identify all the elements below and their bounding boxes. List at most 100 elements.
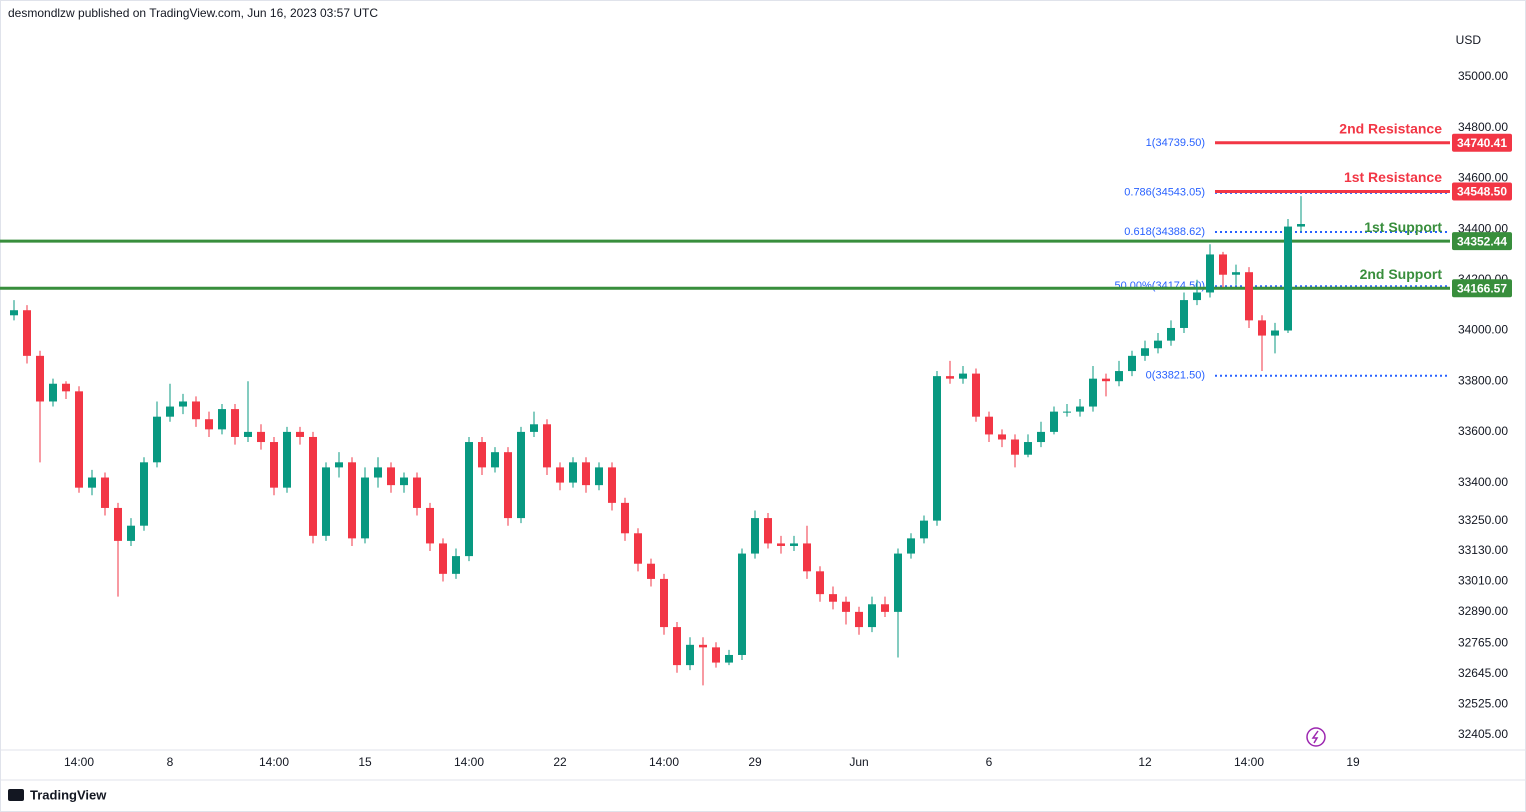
candle-body <box>283 431 291 488</box>
x-tick-label: 15 <box>358 755 372 769</box>
candle-body <box>1245 272 1253 321</box>
y-tick-label: 33400.00 <box>1458 475 1508 489</box>
candle-body <box>582 462 590 486</box>
candle-body <box>452 556 460 574</box>
x-tick-label: 22 <box>553 755 567 769</box>
candle-body <box>985 416 993 435</box>
candle-body <box>1050 411 1058 432</box>
candle-body <box>517 431 525 519</box>
candle-body <box>920 520 928 539</box>
candle-body <box>946 376 954 379</box>
candle-body <box>114 507 122 541</box>
y-tick-label: 34800.00 <box>1458 120 1508 134</box>
candle-body <box>75 391 83 488</box>
candle-body <box>179 401 187 407</box>
fib-label: 0.618(34388.62) <box>1124 226 1205 238</box>
candle-body <box>894 553 902 612</box>
y-tick-label: 35000.00 <box>1458 69 1508 83</box>
candle-body <box>387 467 395 486</box>
candle-body <box>998 434 1006 440</box>
candle-body <box>569 462 577 483</box>
y-tick-label: 32405.00 <box>1458 727 1508 741</box>
candle-body <box>673 627 681 666</box>
candle-body <box>504 452 512 519</box>
candle-body <box>426 507 434 544</box>
logo <box>8 789 24 801</box>
candle-body <box>1141 348 1149 356</box>
candle-body <box>1167 327 1175 341</box>
candle-body <box>166 406 174 417</box>
candle-body <box>361 477 369 539</box>
candle-body <box>1063 411 1071 413</box>
level-name: 1st Resistance <box>1344 169 1442 185</box>
candle-body <box>244 431 252 437</box>
x-tick-label: 29 <box>748 755 762 769</box>
candle-body <box>1076 406 1084 412</box>
candle-body <box>62 383 70 392</box>
candle-body <box>556 467 564 483</box>
candle-body <box>88 477 96 488</box>
candle-body <box>1284 226 1292 331</box>
y-tick-label: 32645.00 <box>1458 666 1508 680</box>
candle-body <box>751 518 759 554</box>
candle-body <box>959 373 967 379</box>
y-tick-label: 33600.00 <box>1458 424 1508 438</box>
candle-body <box>816 571 824 595</box>
candle-body <box>907 538 915 554</box>
y-tick-label: 33800.00 <box>1458 373 1508 387</box>
price-tag <box>1452 133 1512 152</box>
candle-body <box>712 647 720 663</box>
lightning-icon <box>1306 727 1326 747</box>
fib-label: 50.00%(34174.50) <box>1114 280 1205 292</box>
candle-body <box>1115 371 1123 382</box>
candle-body <box>335 462 343 468</box>
candle-body <box>1193 292 1201 301</box>
candle-body <box>1154 340 1162 349</box>
x-tick-label: 6 <box>986 755 993 769</box>
candle-body <box>1297 224 1305 227</box>
y-tick-label: 34400.00 <box>1458 221 1508 235</box>
candle-body <box>803 543 811 572</box>
candle-body <box>1180 300 1188 328</box>
candle-body <box>257 431 265 443</box>
level-name: 2nd Support <box>1360 266 1443 282</box>
candle-body <box>777 543 785 546</box>
candle-body <box>439 543 447 574</box>
candle-body <box>1206 254 1214 293</box>
y-tick-label: 32890.00 <box>1458 604 1508 618</box>
candle-body <box>738 553 746 655</box>
fib-label: 1(34739.50) <box>1146 137 1205 149</box>
candle-body <box>101 477 109 508</box>
candle-body <box>309 436 317 536</box>
candle-body <box>725 654 733 663</box>
y-tick-label: 34600.00 <box>1458 171 1508 185</box>
price-tag <box>1452 182 1512 201</box>
candle-body <box>491 452 499 468</box>
candle-body <box>1128 355 1136 372</box>
x-tick-label: 14:00 <box>259 755 289 769</box>
candle-body <box>933 376 941 521</box>
fib-label: 0(33821.50) <box>1146 370 1205 382</box>
x-tick-label: Jun <box>849 755 868 769</box>
level-name: 1st Support <box>1364 219 1442 235</box>
candle-body <box>1102 378 1110 382</box>
candle-body <box>881 604 889 612</box>
candle-body <box>764 518 772 544</box>
candle-body <box>647 563 655 579</box>
x-tick-label: 14:00 <box>649 755 679 769</box>
y-tick-label: 32525.00 <box>1458 697 1508 711</box>
x-tick-label: 14:00 <box>454 755 484 769</box>
candle-body <box>205 419 213 430</box>
candle-body <box>465 442 473 557</box>
candle-body <box>49 383 57 402</box>
candle-body <box>1258 320 1266 336</box>
footer-brand: TradingView <box>30 787 107 802</box>
price-tag-label: 34166.57 <box>1457 281 1507 295</box>
candle-body <box>270 442 278 488</box>
candle-body <box>699 644 707 648</box>
y-tick-label: 32765.00 <box>1458 636 1508 650</box>
candle-body <box>543 424 551 468</box>
candle-body <box>1089 378 1097 407</box>
candle-body <box>634 533 642 564</box>
